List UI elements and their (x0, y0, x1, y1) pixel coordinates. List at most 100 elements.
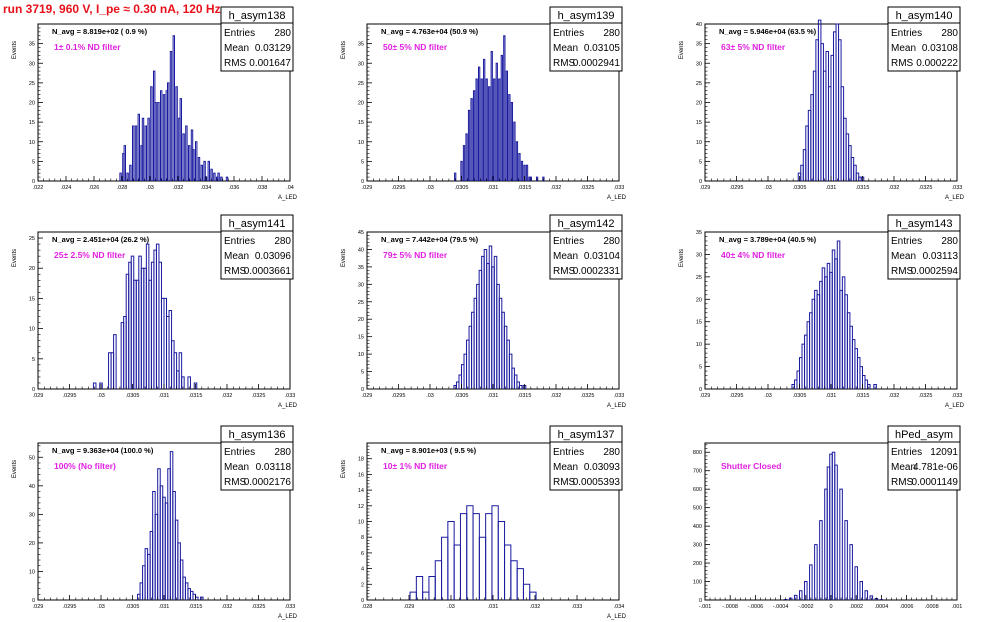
y-tick-label: 20 (696, 101, 702, 107)
histogram-bin (217, 172, 220, 181)
x-tick-label: .029 (700, 185, 711, 191)
histogram-bin (144, 125, 147, 181)
x-tick-label: .03 (426, 393, 434, 399)
histogram-bin (470, 98, 473, 181)
x-tick-label: .0315 (189, 604, 203, 610)
histogram-bin (839, 488, 843, 600)
y-axis-label: Events (679, 41, 685, 59)
histogram-bin (510, 560, 518, 600)
y-tick-label: 25 (696, 275, 702, 281)
histogram-title: h_asym141 (229, 218, 286, 230)
y-tick-label: 15 (696, 320, 702, 326)
y-axis-label: Events (12, 249, 18, 267)
x-axis-label: A_LED (278, 195, 298, 201)
x-tick-label: .026 (89, 185, 100, 191)
x-tick-label: .0325 (919, 393, 933, 399)
stats-label: Mean (553, 462, 578, 473)
histogram-bin (505, 70, 508, 181)
filter-label: 25± 2.5% ND filter (54, 250, 126, 260)
histogram-title: h_asym139 (558, 10, 615, 22)
histogram-bin (466, 505, 474, 600)
y-tick-label: 10 (358, 352, 364, 358)
x-tick-label: -.0004 (773, 604, 789, 610)
y-axis-label: Events (341, 249, 347, 267)
stats-label: Mean (553, 251, 578, 262)
y-tick-label: 30 (358, 282, 364, 288)
x-tick-label: 0 (829, 604, 832, 610)
histogram-bin (203, 160, 206, 181)
histogram-bin (516, 568, 524, 600)
x-tick-label: .0295 (730, 393, 744, 399)
stats-value: 4.781e-06 (913, 462, 958, 473)
x-tick-label: .0004 (875, 604, 889, 610)
stats-box-frame (549, 214, 623, 280)
histogram-bin (162, 94, 166, 181)
histogram-bin (485, 513, 493, 600)
x-axis-label: A_LED (945, 403, 965, 409)
stats-value: 280 (274, 236, 291, 247)
histogram-bin (141, 117, 145, 181)
x-tick-label: .029 (362, 185, 373, 191)
y-tick-label: 8 (361, 535, 364, 541)
histogram-bin (508, 94, 511, 181)
y-tick-label: 20 (29, 266, 35, 272)
stats-box: h_asym143 Entries 280 Mean 0.03113 RMS0.00025… (887, 214, 961, 280)
y-tick-label: 20 (358, 317, 364, 323)
x-tick-label: .0305 (455, 185, 469, 191)
y-tick-label: 30 (29, 61, 35, 67)
stats-label: Entries (553, 28, 584, 39)
y-tick-label: 25 (29, 236, 35, 242)
y-tick-label: 10 (29, 327, 35, 333)
histogram-bin (488, 86, 491, 181)
x-tick-label: -.001 (699, 604, 712, 610)
y-tick-label: 0 (699, 179, 702, 185)
y-tick-label: 200 (693, 561, 702, 567)
histogram-bin (428, 575, 436, 600)
y-tick-label: 40 (696, 22, 702, 28)
y-tick-label: 0 (361, 179, 364, 185)
stats-label: Entries (224, 447, 255, 458)
stats-label: Entries (224, 28, 255, 39)
x-tick-label: -.0002 (798, 604, 814, 610)
x-tick-label: .032 (551, 185, 562, 191)
stats-value: 0.03105 (584, 43, 621, 54)
y-tick-label: 30 (696, 252, 702, 258)
histogram-bin (809, 564, 813, 600)
x-tick-label: .031 (159, 604, 170, 610)
histogram-bin (210, 168, 213, 181)
stats-box: h_asym138 Entries 280 Mean 0.03129 RMS 0.00164… (220, 6, 294, 72)
y-tick-label: 700 (693, 469, 702, 475)
stats-box-frame (887, 425, 961, 491)
x-tick-label: .034 (201, 185, 212, 191)
histogram-bin (834, 464, 838, 600)
x-tick-label: .03 (764, 185, 772, 191)
y-tick-label: 0 (32, 179, 35, 185)
histogram-bin (154, 102, 157, 181)
histogram-bin (169, 50, 173, 181)
stats-label: Entries (891, 447, 922, 458)
x-tick-label: .0325 (581, 393, 595, 399)
histogram-bin (193, 382, 198, 389)
stats-box-frame (549, 425, 623, 491)
histogram-bin (518, 153, 521, 181)
stats-box: h_asym136 Entries 280 Mean 0.03118 RMS0.00021… (220, 425, 294, 491)
x-tick-label: .032 (222, 393, 233, 399)
x-tick-label: .0295 (63, 393, 77, 399)
x-tick-label: .028 (117, 185, 128, 191)
histogram-bin (859, 581, 863, 600)
x-tick-label: .022 (33, 185, 44, 191)
y-tick-label: 25 (696, 81, 702, 87)
stats-box-frame (220, 425, 294, 491)
n-avg-annotation: N_avg = 8.819e+02 ( 0.9 %) (52, 27, 148, 36)
x-tick-label: .033 (952, 185, 963, 191)
histogram-bin (175, 86, 178, 181)
n-avg-annotation: N_avg = 8.901e+03 ( 9.5 %) (381, 446, 477, 455)
y-tick-label: 20 (29, 541, 35, 547)
histogram-bin (503, 35, 506, 181)
stats-value: 0.03096 (255, 251, 292, 262)
histogram-bin (134, 125, 138, 181)
y-tick-label: 15 (29, 296, 35, 302)
y-tick-label: 16 (358, 472, 364, 478)
x-tick-label: .033 (614, 393, 625, 399)
